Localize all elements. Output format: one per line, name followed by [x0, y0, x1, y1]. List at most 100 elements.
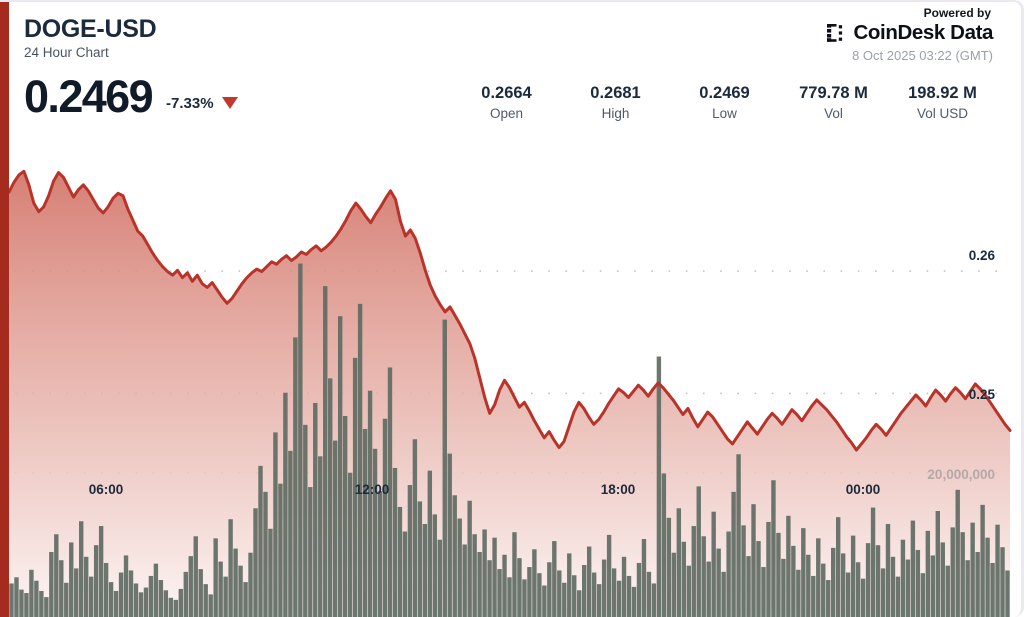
volume-bar: [203, 584, 208, 617]
volume-bar: [596, 584, 602, 617]
volume-bar: [14, 577, 19, 617]
volume-bar: [352, 357, 358, 617]
volume-bar: [711, 511, 716, 617]
left-accent-band: [0, 2, 9, 617]
x-axis-label-0600: 06:00: [88, 482, 124, 497]
volume-bar: [93, 545, 99, 617]
volume-bar: [945, 565, 950, 617]
volume-bar: [308, 487, 313, 617]
volume-bar: [392, 467, 398, 617]
volume-bar: [741, 525, 746, 617]
volume-bar: [253, 508, 258, 617]
volume-axis-label: 20,000,000: [927, 467, 995, 482]
volume-bar: [601, 559, 607, 617]
volume-bar: [298, 263, 303, 617]
volume-bar: [79, 521, 84, 617]
volume-bar: [656, 356, 662, 617]
volume-bar: [870, 507, 876, 617]
volume-bar: [432, 514, 437, 617]
volume-bar: [198, 569, 203, 617]
volume-bar: [19, 589, 24, 617]
volume-bar: [417, 501, 423, 617]
volume-bar: [148, 575, 154, 617]
volume-bar: [651, 583, 657, 617]
volume-bar: [960, 532, 965, 617]
volume-bar: [726, 531, 731, 617]
volume-bar: [557, 570, 562, 617]
volume-bar: [925, 530, 931, 617]
volume-bar: [34, 580, 39, 617]
volume-bar: [572, 575, 577, 617]
volume-bar: [616, 580, 622, 617]
price-line: [7, 169, 1012, 452]
volume-bar: [328, 378, 333, 617]
volume-bar: [407, 485, 413, 617]
volume-bar: [437, 539, 442, 617]
volume-bar: [671, 552, 677, 617]
volume-bar: [288, 450, 293, 617]
volume-bar: [268, 528, 273, 617]
volume-bar: [502, 554, 507, 617]
volume-bar: [811, 575, 816, 617]
volume-bar: [362, 428, 368, 617]
volume-bar: [238, 565, 243, 617]
volume-bar: [447, 453, 452, 617]
volume-bars: [9, 263, 1010, 617]
volume-bar: [537, 573, 542, 617]
volume-bar: [880, 568, 886, 617]
volume-bar: [118, 572, 124, 617]
volume-bar: [801, 528, 806, 617]
volume-bar: [228, 519, 233, 617]
volume-bar: [746, 556, 751, 617]
volume-bar: [786, 515, 791, 617]
volume-bar: [1000, 547, 1005, 617]
volume-bar: [402, 531, 408, 617]
volume-bar: [796, 569, 801, 617]
volume-bar: [855, 562, 861, 617]
volume-bar: [621, 556, 627, 617]
volume-bar: [875, 545, 881, 617]
volume-bar: [293, 337, 298, 617]
volume-bar: [776, 532, 781, 617]
volume-bar: [920, 573, 926, 617]
volume-bar: [631, 586, 637, 617]
volume-bar: [487, 560, 492, 617]
volume-bar: [940, 542, 945, 617]
volume-bar: [188, 556, 193, 617]
volume-bar: [756, 541, 761, 617]
volume-bar: [88, 576, 94, 617]
volume-bar: [103, 562, 109, 617]
volume-bar: [342, 415, 348, 617]
volume-bar: [452, 495, 457, 617]
volume-bar: [397, 506, 403, 617]
volume-bar: [223, 576, 228, 617]
volume-bar: [138, 592, 144, 617]
volume-bar: [263, 491, 268, 617]
volume-bar: [333, 440, 338, 617]
volume-bar: [661, 473, 667, 617]
volume-bar: [233, 548, 238, 617]
volume-bar: [507, 577, 512, 617]
volume-bar: [586, 546, 592, 617]
volume-bar: [108, 582, 114, 617]
volume-bar: [283, 392, 288, 617]
volume-bar: [706, 561, 711, 617]
volume-bar: [915, 549, 921, 617]
volume-bar: [582, 565, 587, 617]
volume-bar: [273, 432, 278, 617]
volume-bar: [666, 517, 672, 617]
volume-bar: [791, 545, 796, 617]
volume-bar: [313, 403, 318, 617]
volume-bar: [696, 486, 701, 617]
volume-bar: [577, 590, 582, 617]
volume-bar: [347, 472, 353, 617]
volume-bar: [168, 597, 174, 617]
volume-bar: [382, 418, 388, 617]
price-area-fill: [9, 171, 1010, 617]
volume-bar: [427, 470, 433, 617]
volume-bar: [606, 534, 612, 617]
volume-bar: [751, 504, 756, 617]
volume-bar: [681, 541, 686, 617]
